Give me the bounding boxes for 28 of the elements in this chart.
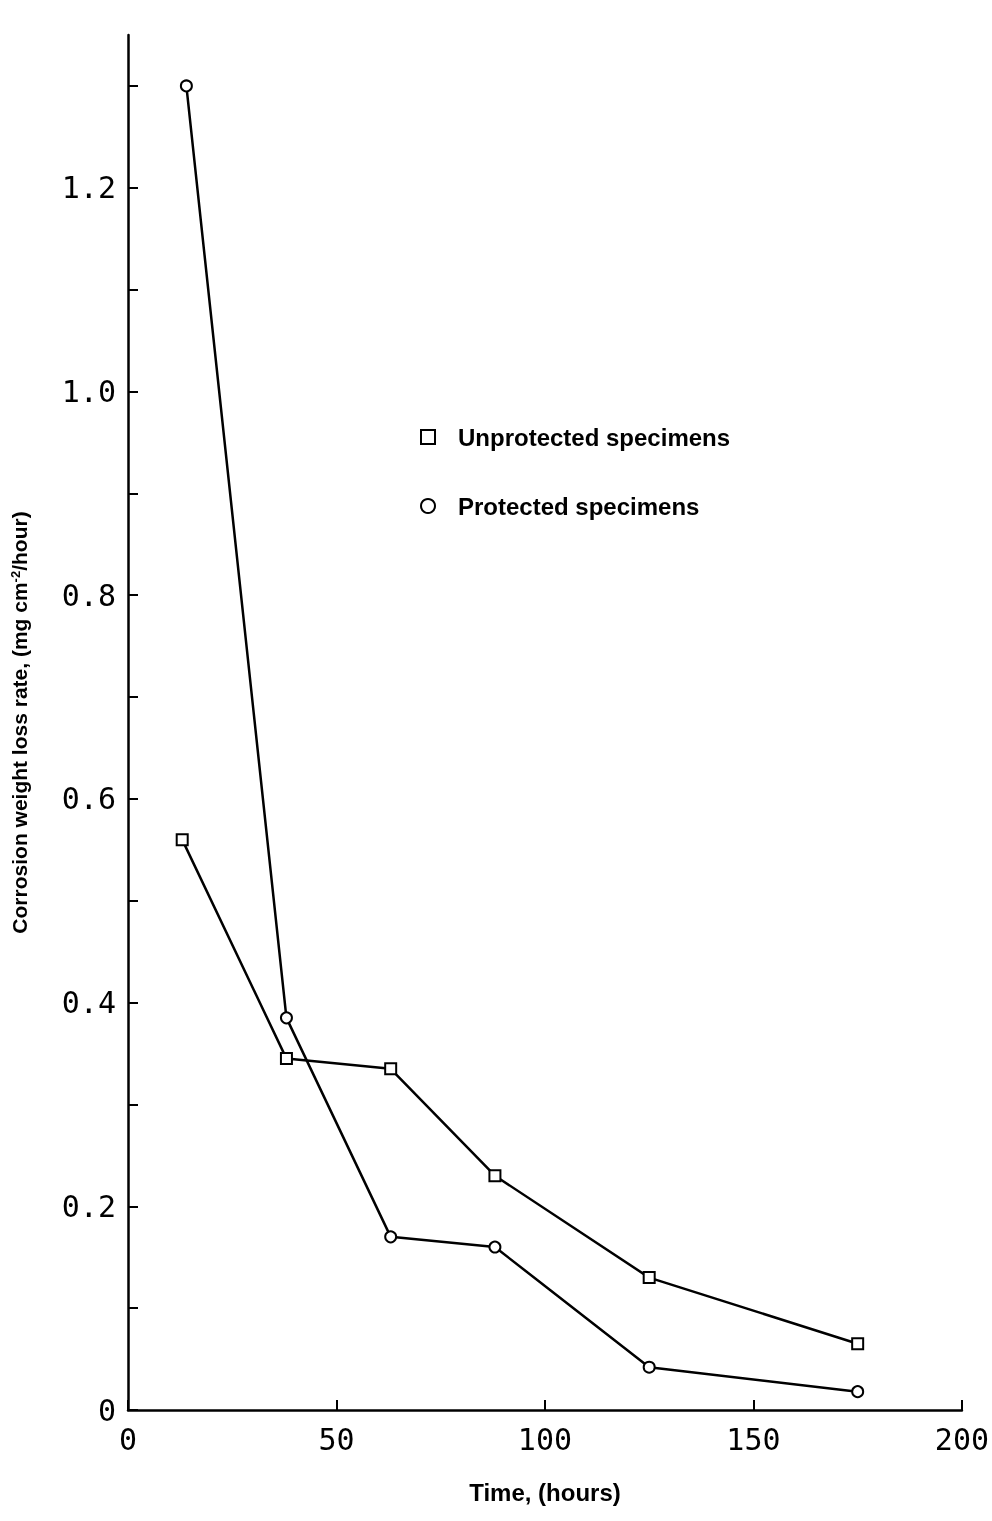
point: [851, 1337, 865, 1351]
x-tick-label: 150: [726, 1421, 781, 1457]
point: [179, 79, 193, 93]
legend-label: Unprotected specimens: [458, 423, 731, 451]
x-tick-label: 0: [118, 1421, 138, 1457]
point: [384, 1062, 398, 1076]
point: [279, 1052, 293, 1066]
point: [279, 1011, 293, 1025]
x-tick-label: 100: [517, 1421, 573, 1457]
y-tick-label: 0.8: [61, 577, 116, 613]
x-tick-label: 50: [318, 1421, 355, 1457]
y-tick-label: 1.2: [61, 170, 116, 206]
point: [175, 833, 189, 847]
point: [642, 1271, 656, 1285]
point: [488, 1169, 502, 1183]
y-tick-label: 0.6: [61, 781, 116, 817]
point: [642, 1360, 656, 1374]
point: [488, 1240, 502, 1254]
x-tick-label: 200: [934, 1421, 989, 1457]
y-tick-label: 0: [97, 1392, 116, 1428]
y-tick-label: 1.0: [61, 373, 116, 409]
point: [384, 1230, 398, 1244]
y-tick-label: 0.4: [61, 985, 116, 1021]
x-axis-title: Time, (hours): [469, 1478, 621, 1506]
y-tick-label: 0.2: [61, 1188, 116, 1224]
point: [851, 1385, 865, 1399]
y-axis-title: Corrosion weight loss rate, (mg cm-2/hour): [8, 511, 31, 934]
legend-label: Protected specimens: [458, 492, 700, 520]
